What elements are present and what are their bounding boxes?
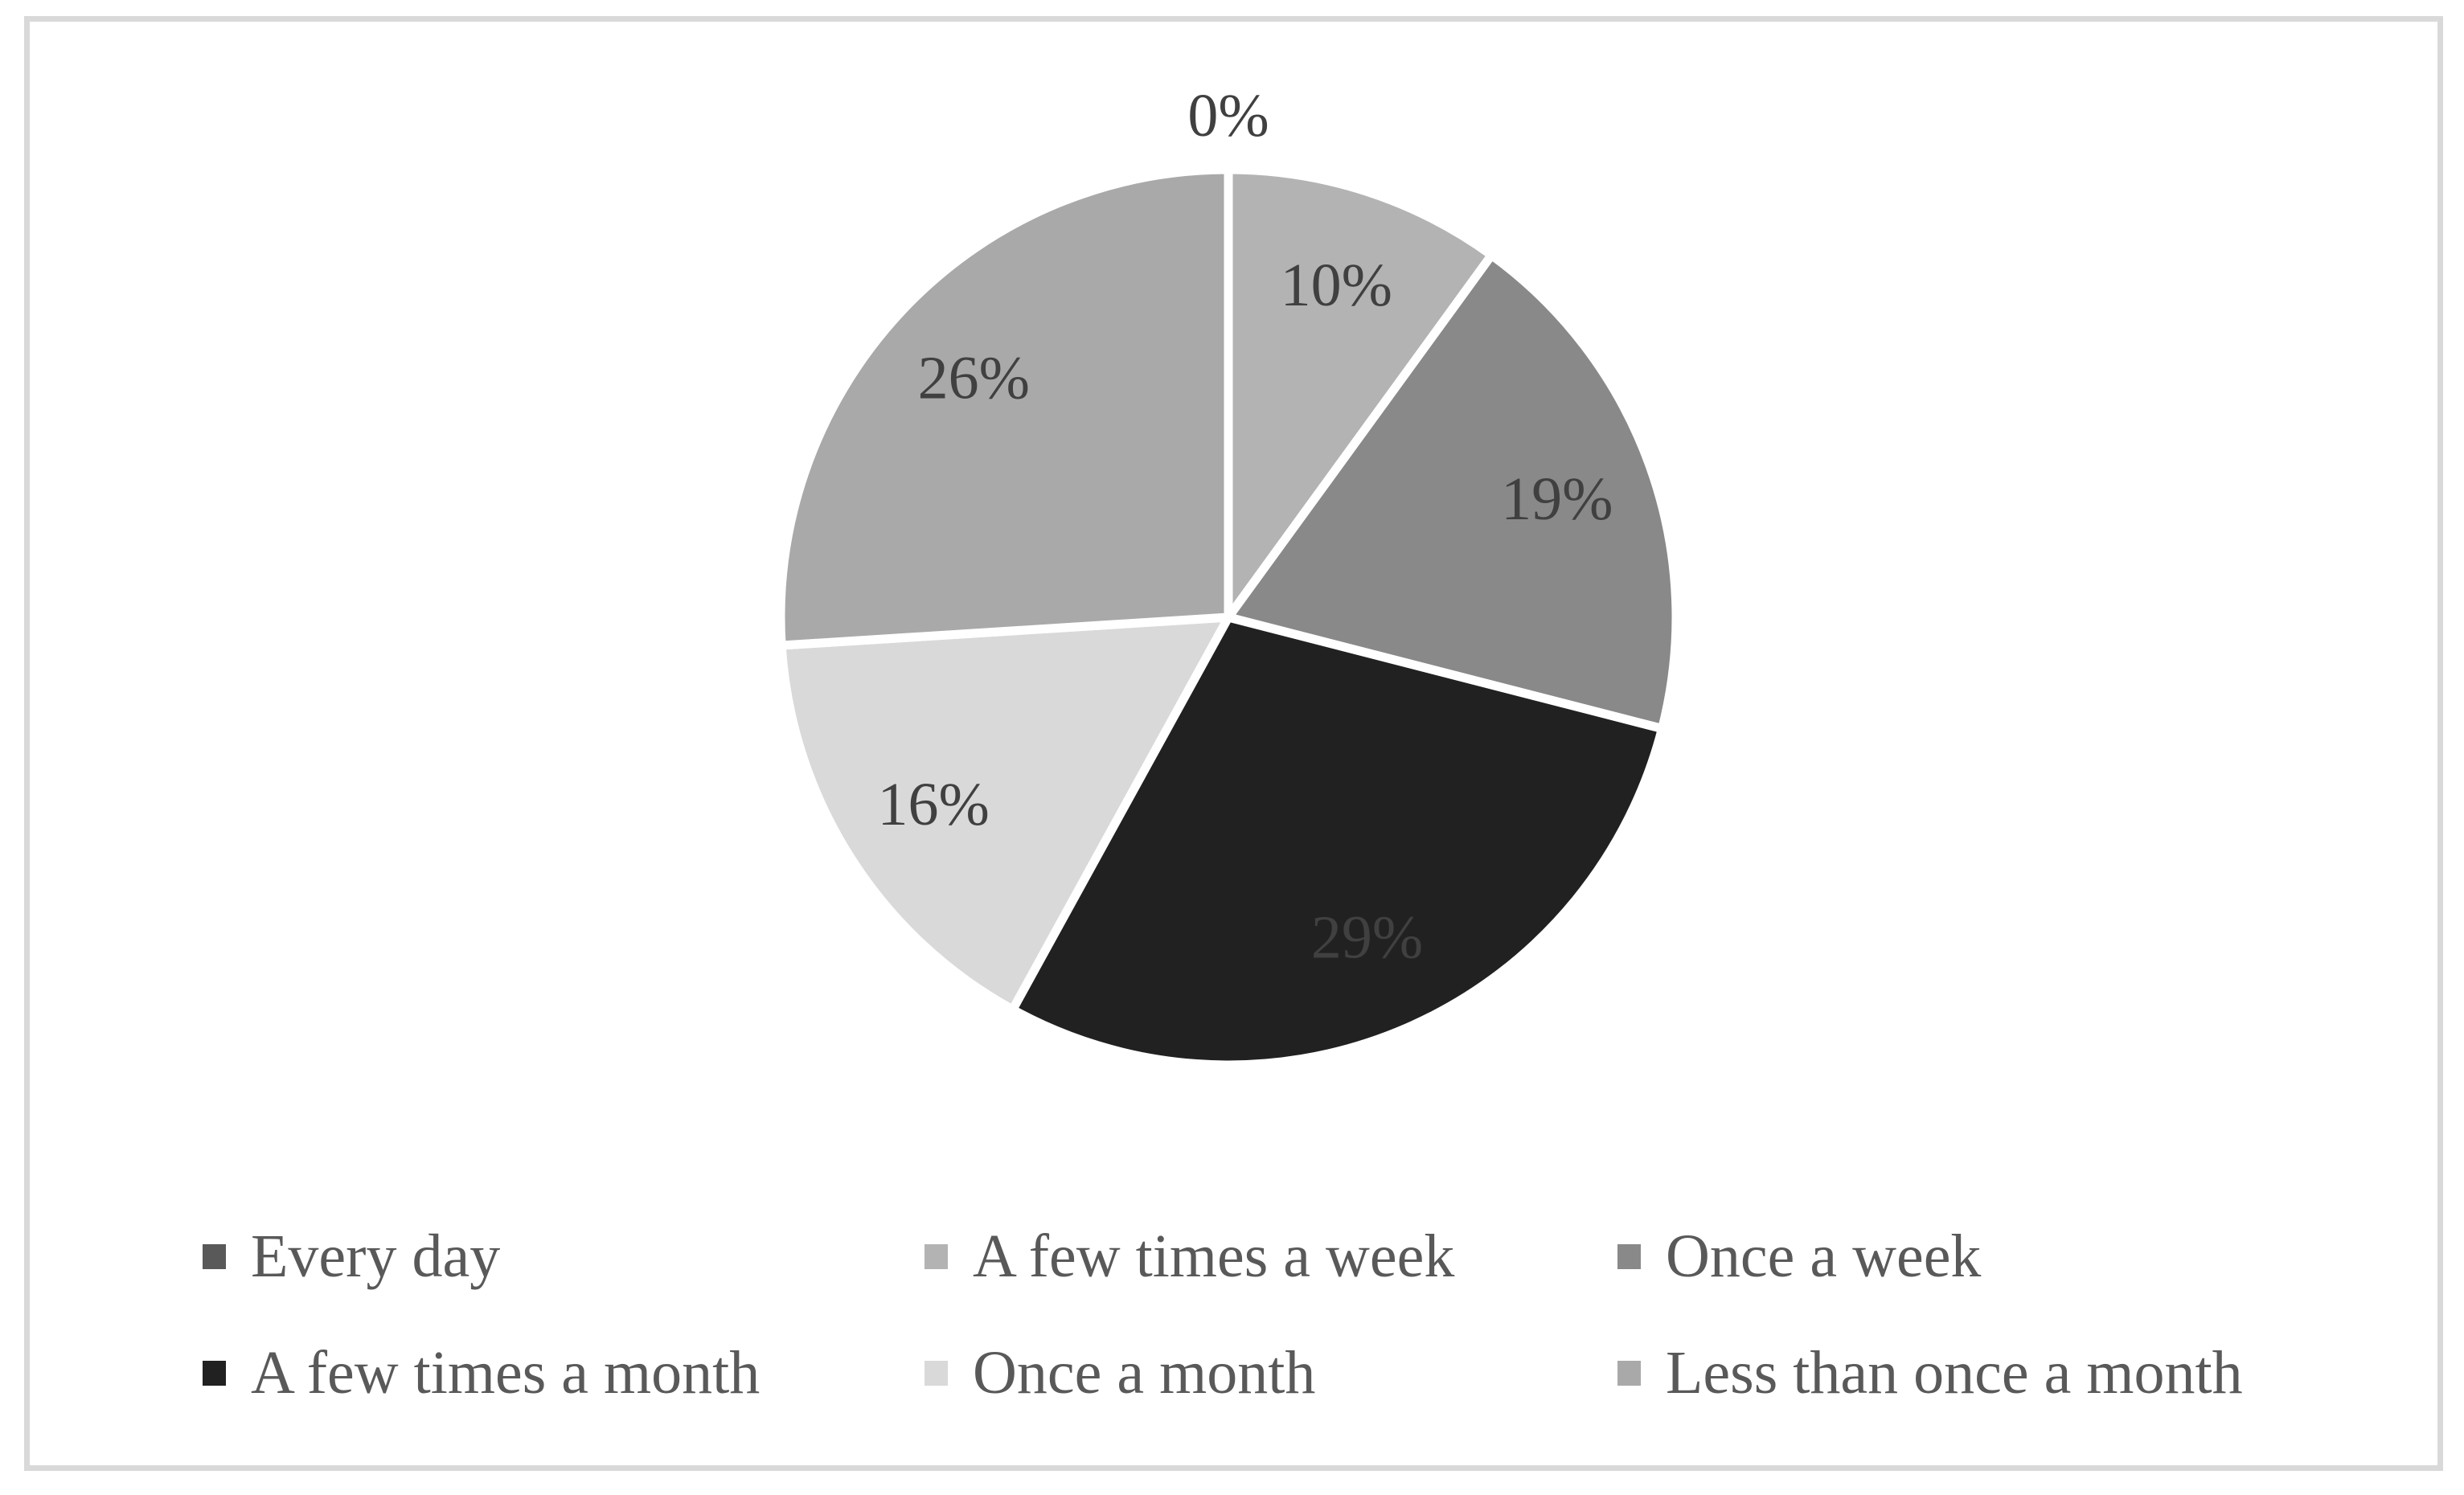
pie-data-label-a-few-times-a-month: 29% xyxy=(1311,904,1423,972)
pie-data-label-less-than-once-a-month: 26% xyxy=(918,345,1030,412)
pie-data-label-once-a-week: 19% xyxy=(1501,465,1613,533)
pie-slice-once-a-week xyxy=(1220,248,1681,735)
pie-slice-a-few-times-a-month xyxy=(1007,612,1668,1070)
pie-data-label-once-a-month: 16% xyxy=(878,771,990,838)
pie-slice-once-a-month xyxy=(777,612,1236,1016)
pie-slice-a-few-times-a-week xyxy=(1224,165,1498,631)
pie-data-label-a-few-times-a-week: 10% xyxy=(1281,252,1392,319)
pie-data-label-every-day: 0% xyxy=(1187,82,1269,150)
pie-slice-less-than-once-a-month xyxy=(776,165,1233,650)
